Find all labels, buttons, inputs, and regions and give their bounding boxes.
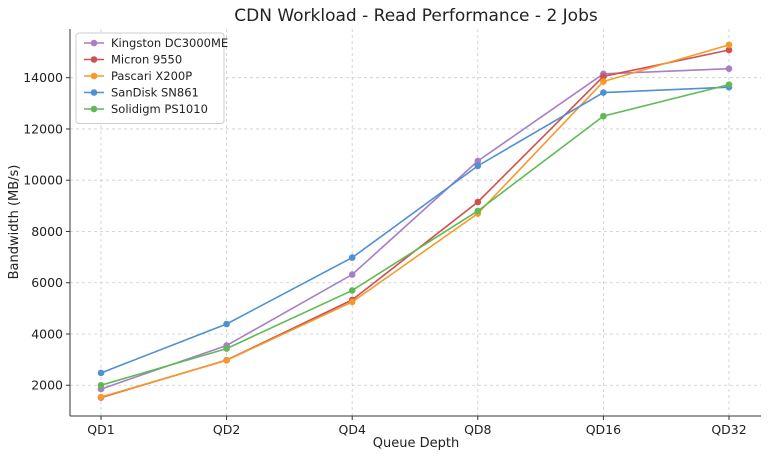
legend-item-pascari-x200p: Pascari X200P (84, 69, 192, 83)
data-point (725, 41, 733, 49)
y-tick-label: 6000 (31, 275, 63, 290)
y-tick-label: 10000 (23, 173, 63, 188)
data-point (725, 46, 733, 54)
data-point (474, 198, 482, 206)
legend-item-solidigm-ps1010: Solidigm PS1010 (84, 102, 208, 116)
legend-label: SanDisk SN861 (111, 86, 199, 100)
y-tick-label: 8000 (31, 224, 63, 239)
data-point (348, 298, 356, 306)
series-line (100, 83, 730, 387)
y-axis-ticks: 2000 4000 6000 8000 10000 12000 14000 (23, 70, 70, 393)
data-point (223, 345, 230, 352)
x-tick-label: QD2 (213, 422, 240, 437)
legend-item-kingston-dc3000me: Kingston DC3000ME (84, 36, 228, 50)
legend-item-micron-9550: Micron 9550 (84, 53, 182, 67)
data-point (600, 73, 607, 80)
x-tick-label: QD4 (338, 422, 365, 437)
legend-label: Pascari X200P (111, 69, 192, 83)
series-layer (97, 41, 733, 401)
axes-layer (69, 29, 761, 417)
data-point (97, 369, 105, 377)
data-point (223, 320, 230, 328)
legend: Kingston DC3000ME Micron 9550 Pascari X200… (75, 32, 228, 124)
y-tick-label: 14000 (23, 70, 63, 85)
data-point (97, 393, 105, 401)
series-solidigm-ps1010 (97, 81, 733, 389)
chart-title: CDN Workload - Read Performance - 2 Jobs (234, 6, 598, 26)
data-point (600, 89, 607, 96)
series-line (100, 86, 730, 374)
legend-label: Solidigm PS1010 (111, 102, 208, 116)
data-point (600, 112, 607, 120)
y-tick-label: 12000 (23, 121, 63, 136)
data-point (725, 65, 733, 73)
legend-swatch-marker (90, 105, 98, 113)
legend-box (75, 32, 225, 124)
y-tick-label: 4000 (31, 326, 63, 341)
legend-swatch-marker (90, 56, 98, 63)
legend-swatch-marker (90, 89, 98, 96)
data-point (348, 254, 356, 261)
data-point (725, 81, 733, 88)
data-point (348, 271, 356, 278)
data-point (474, 157, 482, 165)
legend-swatch-marker (90, 39, 98, 47)
data-point (97, 381, 105, 389)
x-tick-label: QD16 (586, 422, 621, 437)
data-point (474, 207, 482, 215)
legend-swatch-marker (90, 72, 98, 80)
y-axis-label: Bandwidth (MB/s) (7, 165, 22, 280)
legend-label: Kingston DC3000ME (111, 36, 228, 50)
series-line (100, 67, 730, 390)
x-tick-label: QD32 (711, 422, 746, 437)
legend-label: Micron 9550 (111, 53, 182, 67)
x-tick-label: QD8 (464, 422, 491, 437)
data-point (223, 357, 230, 364)
data-point (474, 162, 482, 170)
series-kingston-dc3000me (97, 65, 733, 393)
data-point (600, 78, 607, 85)
series-line (100, 44, 730, 398)
legend-item-sandisk-sn861: SanDisk SN861 (84, 86, 199, 100)
x-axis-label: Queue Depth (373, 436, 459, 451)
x-tick-label: QD1 (87, 422, 114, 437)
series-sandisk-sn861 (97, 83, 733, 377)
data-point (348, 287, 356, 294)
x-axis-ticks: QD1 QD2 QD4 QD8 QD16 QD32 (87, 416, 747, 437)
y-tick-label: 2000 (31, 378, 63, 393)
